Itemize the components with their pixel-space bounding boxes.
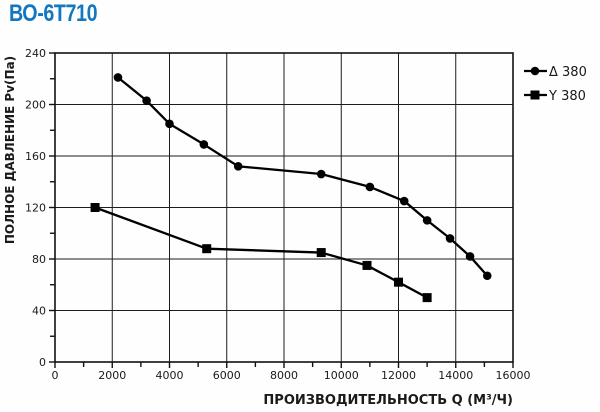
data-point-square — [362, 260, 372, 270]
data-point-circle — [365, 182, 375, 192]
data-point-circle — [142, 96, 151, 105]
data-point-square — [316, 248, 326, 258]
legend-label: Y 380 — [548, 89, 586, 104]
data-point-square — [202, 244, 212, 254]
x-tick-label: 8000 — [270, 369, 298, 382]
y-tick-label: 240 — [25, 47, 46, 60]
x-tick-label: 14000 — [438, 369, 473, 382]
y-tick-label: 200 — [25, 99, 46, 112]
x-tick-label: 2000 — [98, 369, 126, 382]
data-point-circle — [422, 216, 432, 225]
series-y-380 — [90, 203, 432, 303]
data-point-square — [422, 293, 432, 303]
x-tick-label: 0 — [52, 369, 59, 382]
x-tick-label: 4000 — [156, 369, 184, 382]
data-point-circle — [113, 73, 123, 82]
square-marker-icon — [530, 90, 540, 100]
data-point-circle — [482, 271, 492, 281]
page-title: ВО-6Т710 — [9, 0, 98, 27]
legend-label: Δ 380 — [549, 65, 587, 80]
data-point-circle — [233, 162, 243, 171]
series-delta-380 — [113, 73, 492, 281]
data-point-square — [90, 203, 100, 212]
data-point-circle — [316, 169, 326, 179]
chart-gridlines — [55, 53, 513, 362]
data-point-circle — [465, 252, 475, 261]
y-axis-title: ПОЛНОЕ ДАВЛЕНИЕ Pv(Па) — [3, 56, 17, 244]
data-point-circle — [165, 119, 174, 129]
data-point-square — [394, 277, 403, 287]
y-tick-label: 160 — [25, 150, 46, 163]
chart-legend: Δ 380 Y 380 — [524, 65, 587, 104]
circle-marker-icon — [530, 66, 540, 76]
series-line — [116, 76, 489, 277]
y-tick-label: 80 — [32, 253, 46, 266]
data-point-circle — [199, 140, 209, 149]
data-point-circle — [445, 234, 455, 243]
data-point-circle — [399, 196, 409, 206]
x-axis-title: ПРОИЗВОДИТЕЛЬНОСТЬ Q (М³/Ч) — [263, 393, 513, 408]
x-tick-label: 12000 — [381, 369, 416, 382]
series-line — [93, 206, 429, 299]
x-tick-label: 10000 — [324, 369, 359, 382]
legend-item-delta-380: Δ 380 — [524, 65, 587, 80]
plot-border — [54, 52, 514, 363]
y-tick-label: 0 — [39, 356, 46, 369]
y-tick-label: 120 — [25, 202, 46, 215]
chart-axes: 0 2000 4000 6000 8000 10000 12000 14000 16000 0 40… — [25, 47, 531, 382]
y-tick-label: 40 — [32, 305, 46, 318]
x-tick-label: 16000 — [496, 369, 531, 382]
legend-item-y-380: Y 380 — [524, 89, 586, 104]
x-tick-label: 6000 — [213, 369, 241, 382]
chart-series — [90, 73, 492, 303]
